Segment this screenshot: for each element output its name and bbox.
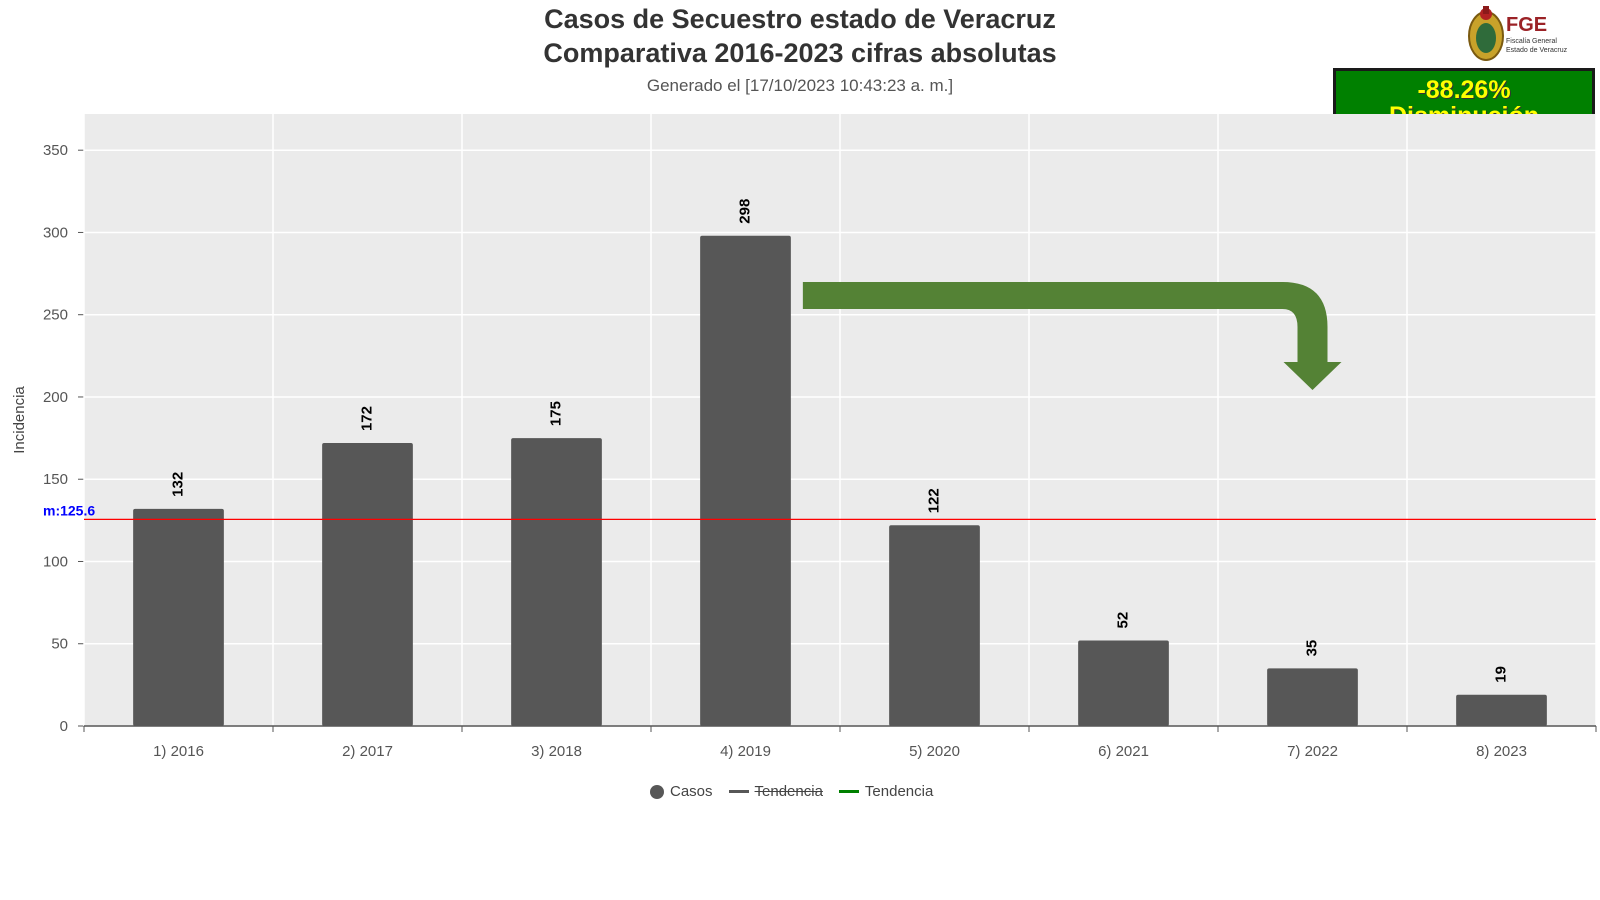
x-tick-label: 6) 2021: [1098, 743, 1149, 760]
y-tick-label: 200: [43, 389, 68, 406]
badge-percent: -88.26%: [1417, 76, 1511, 104]
y-tick-label: 350: [43, 142, 68, 159]
x-tick-label: 4) 2019: [720, 743, 771, 760]
bar: [1456, 694, 1547, 726]
legend-dot-icon: [650, 784, 664, 799]
bar: [133, 508, 224, 726]
bar-value-label: 132: [169, 472, 186, 497]
chart-title: Casos de Secuestro estado de Veracruz Co…: [0, 2, 1600, 70]
logo-line1: Fiscalía General: [1506, 38, 1557, 45]
y-tick-label: 250: [43, 307, 68, 324]
legend-label-casos: Casos: [670, 783, 713, 800]
legend-item-tendencia-hidden[interactable]: Tendencia: [728, 783, 823, 800]
bar-value-label: 298: [736, 199, 753, 224]
x-tick-label: 2) 2017: [342, 743, 393, 760]
chart-subtitle: Generado el [17/10/2023 10:43:23 a. m.]: [646, 76, 954, 95]
x-tick-label: 1) 2016: [153, 743, 204, 760]
logo-line2: Estado de Veracruz: [1506, 47, 1568, 54]
bar: [1267, 668, 1358, 726]
legend-item-tendencia[interactable]: Tendencia: [838, 783, 934, 800]
x-tick-label: 8) 2023: [1476, 743, 1527, 760]
bar-value-label: 172: [358, 406, 375, 431]
chart-legend: Casos Tendencia Tendencia: [650, 783, 933, 800]
legend-line-icon: [838, 790, 859, 793]
fge-logo: FGE Fiscalía General Estado de Veracruz: [1464, 4, 1600, 64]
bar: [889, 525, 980, 726]
bar: [1078, 640, 1169, 726]
coat-of-arms-icon: [1468, 6, 1504, 61]
trend-down-arrow-icon: [802, 282, 1342, 390]
bar: [511, 438, 602, 726]
x-tick-label: 7) 2022: [1287, 743, 1338, 760]
y-axis-label: Incidencia: [11, 386, 28, 454]
bar-value-label: 19: [1492, 666, 1509, 683]
y-tick-label: 50: [51, 636, 68, 653]
legend-label-tendencia: Tendencia: [864, 783, 934, 800]
y-tick-label: 0: [60, 718, 68, 735]
bar-value-label: 52: [1114, 612, 1131, 629]
bar: [700, 235, 791, 726]
mean-label: m:125.6: [43, 502, 95, 518]
chart-title-line2: Comparativa 2016-2023 cifras absolutas: [543, 38, 1057, 68]
bar-value-label: 35: [1303, 640, 1320, 657]
y-tick-label: 300: [43, 224, 68, 241]
bar-value-label: 122: [925, 488, 942, 513]
bar-value-label: 175: [547, 401, 564, 426]
legend-label-tendencia-hidden: Tendencia: [754, 783, 823, 800]
bar: [322, 443, 413, 726]
logo-abbr: FGE: [1506, 14, 1548, 36]
x-tick-label: 5) 2020: [909, 743, 960, 760]
x-tick-label: 3) 2018: [531, 743, 582, 760]
y-tick-label: 150: [43, 471, 68, 488]
legend-item-casos[interactable]: Casos: [650, 783, 713, 800]
y-tick-label: 100: [43, 553, 68, 570]
chart-title-line1: Casos de Secuestro estado de Veracruz: [544, 4, 1056, 34]
legend-line-icon: [728, 790, 749, 793]
